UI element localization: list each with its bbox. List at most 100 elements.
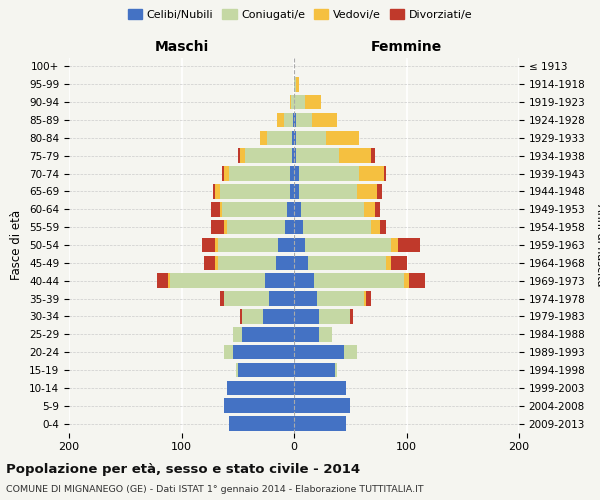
Bar [305, 238, 391, 252]
Bar [211, 202, 220, 216]
Bar [220, 184, 290, 198]
Bar [277, 112, 284, 128]
Bar [294, 238, 305, 252]
Bar [366, 291, 371, 306]
Bar [391, 256, 407, 270]
Bar [284, 112, 293, 128]
Bar [220, 291, 224, 306]
Bar [224, 220, 227, 234]
Bar [398, 238, 420, 252]
Y-axis label: Anni di nascita: Anni di nascita [595, 204, 600, 286]
Bar [294, 291, 317, 306]
Bar [319, 327, 332, 342]
Bar [204, 256, 215, 270]
Bar [215, 256, 218, 270]
Bar [170, 274, 265, 288]
Bar [229, 416, 294, 431]
Bar [409, 274, 425, 288]
Bar [269, 291, 294, 306]
Bar [294, 184, 299, 198]
Bar [380, 220, 386, 234]
Bar [290, 166, 294, 181]
Bar [294, 256, 308, 270]
Bar [224, 345, 233, 360]
Bar [233, 327, 242, 342]
Bar [303, 220, 371, 234]
Bar [215, 238, 218, 252]
Bar [294, 398, 350, 413]
Text: Maschi: Maschi [154, 40, 209, 54]
Bar [240, 148, 245, 163]
Bar [404, 274, 409, 288]
Y-axis label: Fasce di età: Fasce di età [10, 210, 23, 280]
Bar [245, 148, 292, 163]
Bar [218, 256, 276, 270]
Bar [364, 291, 366, 306]
Bar [305, 95, 321, 110]
Bar [202, 238, 215, 252]
Bar [294, 345, 343, 360]
Bar [227, 220, 285, 234]
Bar [384, 166, 386, 181]
Bar [294, 166, 299, 181]
Bar [242, 309, 263, 324]
Bar [294, 95, 305, 110]
Bar [319, 309, 350, 324]
Bar [299, 166, 359, 181]
Text: Popolazione per età, sesso e stato civile - 2014: Popolazione per età, sesso e stato civil… [6, 462, 360, 475]
Bar [312, 112, 337, 128]
Bar [296, 130, 325, 145]
Bar [222, 166, 224, 181]
Bar [317, 291, 364, 306]
Bar [238, 148, 240, 163]
Bar [265, 274, 294, 288]
Bar [224, 398, 294, 413]
Bar [211, 220, 224, 234]
Bar [343, 345, 357, 360]
Bar [371, 148, 375, 163]
Bar [375, 202, 380, 216]
Text: Femmine: Femmine [371, 40, 442, 54]
Bar [301, 202, 364, 216]
Bar [386, 256, 391, 270]
Bar [293, 112, 294, 128]
Bar [296, 148, 339, 163]
Bar [391, 238, 398, 252]
Bar [294, 416, 346, 431]
Bar [296, 112, 312, 128]
Bar [294, 362, 335, 378]
Bar [287, 202, 294, 216]
Bar [285, 220, 294, 234]
Bar [335, 362, 337, 378]
Bar [233, 345, 294, 360]
Bar [215, 184, 220, 198]
Bar [371, 220, 380, 234]
Bar [168, 274, 170, 288]
Bar [292, 130, 294, 145]
Bar [294, 309, 319, 324]
Bar [157, 274, 168, 288]
Text: COMUNE DI MIGNANEGO (GE) - Dati ISTAT 1° gennaio 2014 - Elaborazione TUTTITALIA.: COMUNE DI MIGNANEGO (GE) - Dati ISTAT 1°… [6, 485, 424, 494]
Bar [218, 238, 278, 252]
Bar [364, 202, 375, 216]
Bar [359, 166, 384, 181]
Bar [294, 202, 301, 216]
Bar [229, 166, 290, 181]
Bar [308, 256, 386, 270]
Legend: Celibi/Nubili, Coniugati/e, Vedovi/e, Divorziati/e: Celibi/Nubili, Coniugati/e, Vedovi/e, Di… [124, 6, 476, 23]
Bar [377, 184, 382, 198]
Bar [357, 184, 377, 198]
Bar [242, 327, 294, 342]
Bar [224, 166, 229, 181]
Bar [294, 380, 346, 395]
Bar [296, 77, 299, 92]
Bar [294, 220, 303, 234]
Bar [227, 380, 294, 395]
Bar [263, 309, 294, 324]
Bar [294, 148, 296, 163]
Bar [267, 130, 292, 145]
Bar [294, 112, 296, 128]
Bar [294, 274, 314, 288]
Bar [294, 77, 296, 92]
Bar [292, 148, 294, 163]
